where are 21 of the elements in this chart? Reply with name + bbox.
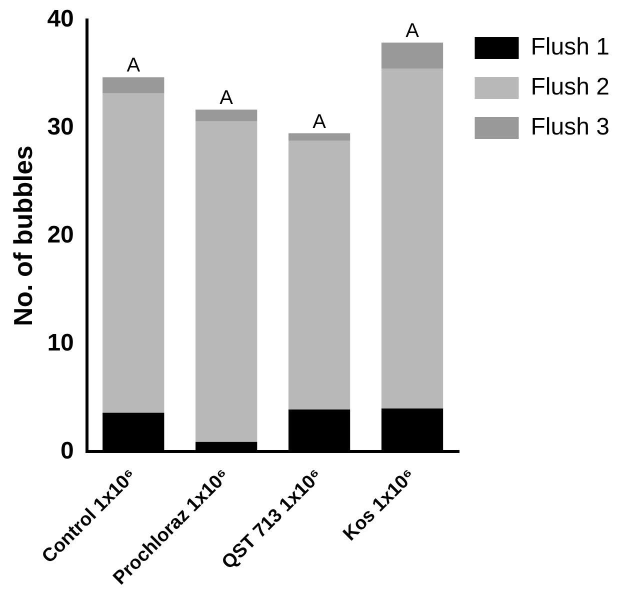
annotation: A: [126, 54, 141, 77]
y-tick-label: 20: [47, 221, 74, 248]
legend-label: Flush 2: [530, 74, 610, 101]
y-tick-label: 40: [47, 6, 74, 33]
legend-label: Flush 1: [530, 34, 610, 61]
bar: [381, 68, 444, 408]
y-axis-title: No. of bubbles: [8, 146, 38, 326]
y-tick-label: 0: [60, 437, 74, 464]
bar: [196, 121, 258, 442]
y-tick-label: 10: [47, 329, 74, 356]
bar: [196, 110, 258, 122]
annotation: A: [406, 20, 420, 42]
legend-label: Flush 3: [530, 114, 610, 141]
bar: [288, 133, 350, 141]
annotation: A: [220, 87, 234, 110]
bar: [102, 93, 164, 413]
bar: [102, 77, 164, 94]
bar: [288, 140, 350, 410]
bar: [381, 42, 444, 69]
y-tick-label: 30: [47, 114, 74, 141]
annotation: A: [312, 110, 327, 133]
